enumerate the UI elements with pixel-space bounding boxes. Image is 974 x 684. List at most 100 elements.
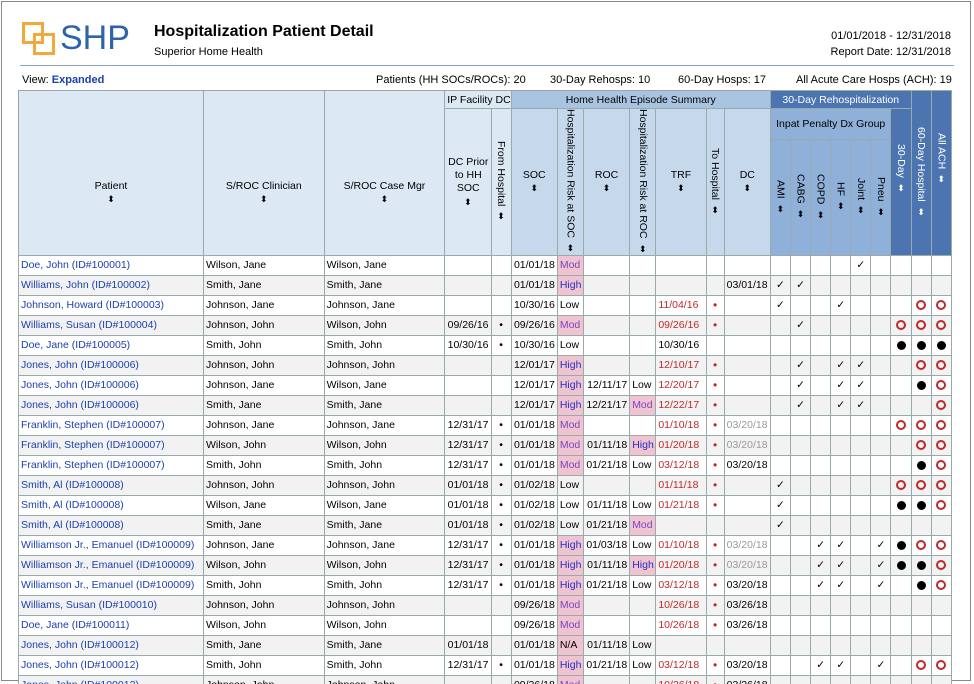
col-cabg[interactable]: CABG ⬍ xyxy=(789,139,812,256)
dx-copd-check xyxy=(810,254,832,276)
rehosp-30day-mark xyxy=(890,374,912,396)
patient-link[interactable]: Doe, Jane (ID#100005) xyxy=(18,334,204,356)
dx-cabg-check: ✓ xyxy=(789,314,812,336)
patient-link[interactable]: Doe, Jane (ID#100011) xyxy=(18,614,204,636)
logo-square-icon xyxy=(33,33,55,55)
all-ach-mark xyxy=(930,674,953,684)
sort-icon[interactable]: ⬍ xyxy=(711,204,719,215)
sort-icon[interactable]: ⬍ xyxy=(776,203,785,214)
patient-link[interactable]: Doe, John (ID#100001) xyxy=(18,254,204,276)
patient-link[interactable]: Franklin, Stephen (ID#100007) xyxy=(18,454,204,476)
col-roc[interactable]: ROC ⬍ xyxy=(582,108,631,256)
patient-link[interactable]: Smith, Al (ID#100008) xyxy=(18,474,204,496)
dx-copd-check xyxy=(810,634,832,656)
dx-hf-check: ✓ xyxy=(830,654,852,676)
patient-link[interactable]: Williams, Susan (ID#100004) xyxy=(18,314,204,336)
dc-date xyxy=(723,494,771,516)
sort-icon[interactable]: ⬍ xyxy=(638,243,647,254)
roc-date: 01/11/18 xyxy=(582,634,631,656)
dx-pneu-check xyxy=(870,474,892,496)
sort-icon[interactable]: ⬍ xyxy=(677,183,685,194)
sort-icon[interactable]: ⬍ xyxy=(917,207,925,218)
patient-link[interactable]: Franklin, Stephen (ID#100007) xyxy=(18,414,204,436)
col-30day[interactable]: 30-Day ⬍ xyxy=(890,108,912,256)
patient-link[interactable]: Williams, John (ID#100002) xyxy=(18,274,204,296)
dc-prior-date: 12/31/17 xyxy=(444,414,492,436)
view-expanded-link[interactable]: Expanded xyxy=(51,74,105,86)
trf-date: 11/04/16 xyxy=(655,294,707,316)
patient-link[interactable]: Williamson Jr., Emanuel (ID#100009) xyxy=(18,554,204,576)
dx-pneu-check xyxy=(870,254,892,276)
col-case-mgr[interactable]: S/ROC Case Mgr ⬍ xyxy=(323,90,446,256)
risk-at-roc xyxy=(629,414,657,436)
soc-date: 09/26/18 xyxy=(510,614,558,636)
col-clinician[interactable]: S/ROC Clinician ⬍ xyxy=(202,90,325,256)
rehosp-30day-mark xyxy=(890,334,912,356)
col-hf[interactable]: HF ⬍ xyxy=(830,139,852,256)
patient-link[interactable]: Jones, John (ID#100006) xyxy=(18,374,204,396)
patient-link[interactable]: Smith, Al (ID#100008) xyxy=(18,494,204,516)
hosp-60day-mark xyxy=(910,294,932,316)
sort-icon[interactable]: ⬍ xyxy=(877,206,885,217)
patient-link[interactable]: Jones, John (ID#100012) xyxy=(18,634,204,656)
patient-link[interactable]: Smith, Al (ID#100008) xyxy=(18,514,204,536)
from-hospital-mark: • xyxy=(490,534,512,556)
rehosp-30day-mark xyxy=(890,534,912,556)
sort-icon[interactable]: ⬍ xyxy=(857,205,865,216)
col-joint[interactable]: Joint ⬍ xyxy=(850,139,872,256)
risk-at-roc xyxy=(629,674,657,684)
col-from-hospital[interactable]: From Hospital ⬍ xyxy=(490,108,512,256)
sort-icon[interactable]: ⬍ xyxy=(380,194,389,205)
col-risk-soc[interactable]: Hospitalization Risk at SOC ⬍ xyxy=(556,108,584,256)
sort-icon[interactable]: ⬍ xyxy=(937,174,946,185)
roc-date: 01/21/18 xyxy=(582,514,631,536)
case-manager: Johnson, Jane xyxy=(323,294,446,316)
dx-cabg-check xyxy=(789,594,812,616)
sort-icon[interactable]: ⬍ xyxy=(602,183,611,194)
col-all-ach[interactable]: All ACH ⬍ xyxy=(930,90,953,256)
col-soc[interactable]: SOC ⬍ xyxy=(510,108,558,256)
view-selector: View: Expanded xyxy=(22,74,104,86)
dx-ami-check xyxy=(769,454,792,476)
patient-link[interactable]: Williams, Susan (ID#100010) xyxy=(18,594,204,616)
roc-date xyxy=(582,614,631,636)
patient-link[interactable]: Williamson Jr., Emanuel (ID#100009) xyxy=(18,534,204,556)
sort-icon[interactable]: ⬍ xyxy=(464,196,472,207)
sort-icon[interactable]: ⬍ xyxy=(107,194,115,205)
col-to-hospital[interactable]: To Hospital ⬍ xyxy=(705,108,725,256)
sort-icon[interactable]: ⬍ xyxy=(816,209,825,220)
col-60day-hospital[interactable]: 60-Day Hospital ⬍ xyxy=(910,90,932,256)
sort-icon[interactable]: ⬍ xyxy=(530,183,538,194)
risk-at-roc xyxy=(629,354,657,376)
dx-cabg-check: ✓ xyxy=(789,354,812,376)
col-trf[interactable]: TRF ⬍ xyxy=(655,108,707,256)
sort-icon[interactable]: ⬍ xyxy=(836,201,845,212)
sort-icon[interactable]: ⬍ xyxy=(260,194,268,205)
sort-icon[interactable]: ⬍ xyxy=(743,183,752,194)
col-copd[interactable]: COPD ⬍ xyxy=(810,139,832,256)
patient-link[interactable]: Jones, John (ID#100012) xyxy=(18,674,204,684)
dx-ami-check: ✓ xyxy=(769,494,792,516)
sort-icon[interactable]: ⬍ xyxy=(497,211,505,222)
col-pneu[interactable]: Pneu ⬍ xyxy=(870,139,892,256)
patient-link[interactable]: Johnson, Howard (ID#100003) xyxy=(18,294,204,316)
patient-link[interactable]: Jones, John (ID#100006) xyxy=(18,354,204,376)
sort-icon[interactable]: ⬍ xyxy=(566,243,575,254)
trf-date: 01/21/18 xyxy=(655,494,707,516)
col-patient[interactable]: Patient ⬍ xyxy=(18,90,204,256)
dx-copd-check: ✓ xyxy=(810,574,832,596)
patient-link[interactable]: Jones, John (ID#100012) xyxy=(18,654,204,676)
col-dc[interactable]: DC ⬍ xyxy=(723,108,771,256)
patient-link[interactable]: Williamson Jr., Emanuel (ID#100009) xyxy=(18,574,204,596)
clinician: Wilson, John xyxy=(202,434,325,456)
col-risk-roc[interactable]: Hospitalization Risk at ROC ⬍ xyxy=(629,108,657,256)
patient-link[interactable]: Jones, John (ID#100006) xyxy=(18,394,204,416)
col-ami[interactable]: AMI ⬍ xyxy=(769,139,792,256)
dx-pneu-check: ✓ xyxy=(870,654,892,676)
patient-link[interactable]: Franklin, Stephen (ID#100007) xyxy=(18,434,204,456)
col-dc-prior[interactable]: DC Prior to HH SOC ⬍ xyxy=(444,108,492,256)
dx-hf-check: ✓ xyxy=(830,374,852,396)
trf-date: 03/12/18 xyxy=(655,654,707,676)
sort-icon[interactable]: ⬍ xyxy=(897,183,905,194)
sort-icon[interactable]: ⬍ xyxy=(796,209,805,220)
